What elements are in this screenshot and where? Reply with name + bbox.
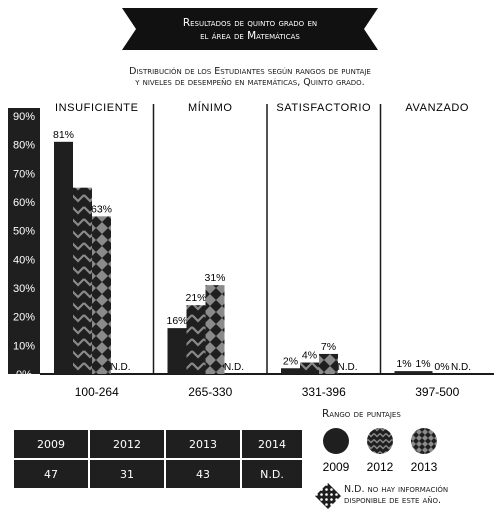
bar-value-label: 0%: [434, 361, 449, 373]
years-row: 2009 2012 2013 2014: [12, 428, 304, 460]
level-label: AVANZADO: [405, 102, 469, 114]
bar-2009: [394, 371, 414, 374]
value-cell: 47: [12, 458, 90, 490]
bar-2009: [54, 141, 73, 374]
y-tick-label: 70%: [13, 168, 35, 180]
years-table: 2009 2012 2013 2014 47 31 43 N.D.: [12, 428, 304, 490]
legend-swatch-2012: [367, 428, 393, 454]
y-tick-label: 60%: [13, 197, 35, 209]
bar-2009: [281, 368, 300, 374]
bar-value-label: 1%: [415, 358, 430, 370]
y-tick-label: 10%: [13, 340, 35, 352]
subtitle-line-2: y niveles de desempeño en matemáticas, Q…: [135, 77, 365, 88]
bar-value-label: 81%: [53, 129, 74, 141]
nd-note: N.D. no hay información disponible de es…: [314, 482, 498, 510]
y-tick-label: 40%: [13, 254, 35, 266]
legend-label: 2009: [323, 460, 350, 474]
legend-swatch-2009: [323, 428, 349, 454]
bar-value-label: 63%: [91, 203, 112, 215]
bar-2013: [205, 285, 225, 374]
year-cell: 2009: [12, 428, 90, 460]
legend-swatch-2013: [411, 428, 437, 454]
nd-bar-label: N.D.: [111, 362, 131, 373]
bar-value-label: 21%: [185, 292, 206, 304]
nd-bar-label: N.D.: [224, 362, 244, 373]
year-cell: 2014: [240, 428, 304, 460]
level-label: SATISFACTORIO: [276, 102, 371, 114]
y-tick-label: 50%: [13, 226, 35, 238]
bar-2012: [73, 187, 92, 374]
bar-2012: [300, 362, 319, 374]
range-tick-label: 331-396: [302, 385, 346, 399]
y-tick-label: 30%: [13, 283, 35, 295]
subtitle-line-1: Distribución de los Estudiantes según ra…: [129, 66, 371, 77]
bar-value-label: 16%: [166, 315, 187, 327]
legend-label: 2013: [411, 460, 438, 474]
level-label: INSUFICIENTE: [55, 102, 139, 114]
nd-note-text: N.D. no hay información disponible de es…: [344, 484, 448, 506]
chart-subtitle: Distribución de los Estudiantes según ra…: [20, 66, 480, 88]
bar-value-label: 2%: [283, 355, 298, 367]
banner-text: Resultados de quinto grado en el área de…: [122, 17, 378, 43]
banner-line-1: Resultados de quinto grado en: [182, 17, 318, 29]
nd-note-line-1: N.D. no hay información: [344, 484, 449, 495]
range-axis-title: Rango de puntajes: [322, 408, 401, 420]
bar-value-label: 4%: [302, 350, 317, 362]
nd-diamond-icon: [315, 483, 341, 509]
y-tick-label: 20%: [13, 312, 35, 324]
bar-chart: 0% 10% 20% 30% 40% 50% 60% 70% 80% 90% INSUFICIENT…: [8, 101, 494, 399]
level-label: MÍNIMO: [188, 101, 233, 114]
bar-value-label: 7%: [321, 341, 336, 353]
value-cell: 31: [88, 458, 166, 490]
year-cell: 2013: [164, 428, 242, 460]
bar-value-label: 1%: [396, 358, 411, 370]
range-tick-label: 265-330: [188, 385, 232, 399]
y-axis-panel: [8, 108, 40, 374]
value-cell: 43: [164, 458, 242, 490]
y-tick-label: 90%: [13, 111, 35, 123]
year-cell: 2012: [88, 428, 166, 460]
y-tick-label: 80%: [13, 140, 35, 152]
nd-bar-label: N.D.: [451, 362, 471, 373]
value-cell: N.D.: [240, 458, 304, 490]
y-tick-label: 0%: [16, 369, 32, 381]
legend-label: 2012: [367, 460, 394, 474]
values-row: 47 31 43 N.D.: [12, 458, 304, 490]
bar-2013: [92, 216, 111, 374]
title-banner: Resultados de quinto grado en el área de…: [122, 8, 378, 50]
legend: 2009 2012 2013: [323, 428, 438, 474]
nd-note-line-2: disponible de este año.: [344, 495, 442, 506]
nd-bar-label: N.D.: [338, 362, 358, 373]
bar-2012: [186, 305, 206, 374]
bar-value-label: 31%: [204, 272, 225, 284]
bar-2012: [413, 371, 433, 374]
bar-2013: [319, 353, 338, 374]
banner-line-2: el área de Matemáticas: [200, 30, 300, 42]
bar-2009: [167, 328, 187, 374]
range-tick-label: 100-264: [75, 385, 119, 399]
range-tick-label: 397-500: [415, 385, 459, 399]
